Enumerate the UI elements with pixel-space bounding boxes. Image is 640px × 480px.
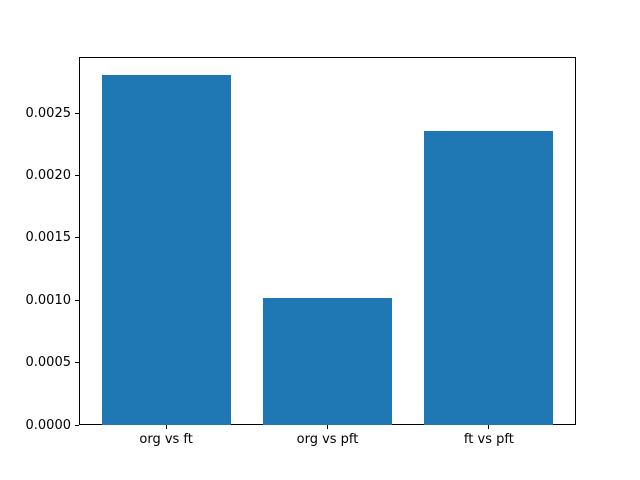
y-tick-mark xyxy=(75,112,79,114)
y-tick-label: 0.0010 xyxy=(25,292,72,308)
y-tick-mark xyxy=(75,237,79,239)
y-tick-label: 0.0005 xyxy=(25,355,72,371)
x-tick-mark xyxy=(488,425,490,429)
y-tick-label: 0.0025 xyxy=(25,105,72,121)
y-tick-label: 0.0020 xyxy=(25,168,72,184)
bar-org-vs-pft xyxy=(262,297,393,425)
y-tick-mark xyxy=(75,362,79,364)
bar-ft-vs-pft xyxy=(424,130,554,425)
y-tick-mark xyxy=(75,175,79,177)
y-tick-mark xyxy=(75,424,79,426)
x-tick-label: org vs ft xyxy=(139,432,193,447)
y-tick-label: 0.0015 xyxy=(25,230,72,246)
x-tick-label: ft vs pft xyxy=(463,432,514,447)
x-tick-label: org vs pft xyxy=(296,432,359,447)
bar-org-vs-ft xyxy=(101,74,231,425)
x-tick-mark xyxy=(165,425,167,429)
y-tick-label: 0.0000 xyxy=(25,417,72,433)
y-tick-mark xyxy=(75,299,79,301)
x-tick-mark xyxy=(327,425,328,429)
